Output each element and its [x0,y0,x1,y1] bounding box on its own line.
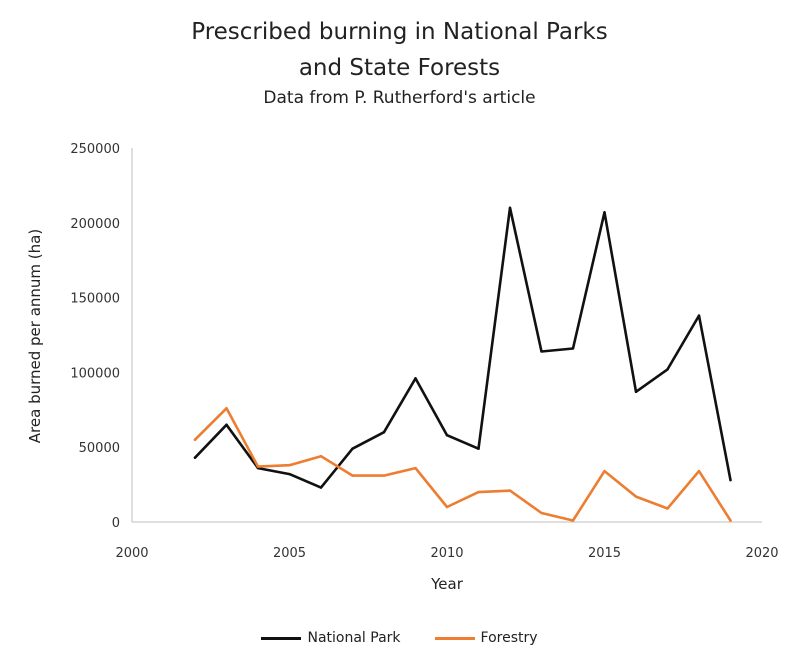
data-point-national-park [193,456,197,459]
chart-series [193,206,732,522]
data-point-national-park [288,472,291,476]
data-point-national-park [319,486,323,489]
data-point-national-park [634,390,638,394]
series-line-national-park [193,206,732,489]
data-point-forestry [634,495,638,498]
data-point-forestry [445,505,449,509]
data-point-national-park [697,314,701,317]
x-axis-title: Year [430,575,464,593]
data-point-forestry [225,407,228,410]
x-tick-label: 2020 [745,546,778,561]
data-point-forestry [508,489,512,492]
y-tick-label: 150000 [70,292,120,307]
data-point-national-park [477,447,480,450]
data-point-forestry [540,511,543,515]
data-point-forestry [729,519,732,522]
data-point-forestry [666,507,669,510]
chart-title-line-1: Prescribed burning in National Parks [191,19,608,45]
data-point-national-park [382,431,386,434]
chart-subtitle: Data from P. Rutherford's article [263,88,536,108]
legend-swatch-national-park [261,636,302,640]
x-tick-label: 2015 [588,546,621,561]
data-point-national-park [508,206,512,210]
data-point-forestry [288,463,291,467]
data-point-national-park [225,423,228,426]
chart-title-line-2: and State Forests [298,55,501,81]
data-point-national-park [603,211,606,214]
data-point-national-park [414,377,417,380]
data-point-national-park [445,434,449,437]
y-tick-label: 100000 [70,366,120,381]
data-point-forestry [256,465,260,468]
data-point-national-park [540,350,543,353]
x-tick-label: 2005 [273,546,306,561]
legend-swatch-forestry [434,636,475,640]
y-axis-title: Area burned per annum (ha) [26,229,44,443]
data-point-forestry [382,474,386,477]
legend-label-national-park: National Park [307,630,401,646]
y-tick-label: 0 [112,516,120,531]
legend-label-forestry: Forestry [480,630,538,646]
data-point-national-park [666,368,669,371]
x-tick-label: 2000 [115,546,148,561]
chart-axes [131,148,762,523]
data-point-forestry [477,490,480,494]
chart-title: Prescribed burning in National Parks and… [0,14,799,86]
data-point-forestry [414,466,417,470]
x-tick-label: 2010 [430,546,463,561]
y-tick-label: 250000 [70,142,120,157]
data-point-forestry [603,469,606,473]
data-point-forestry [571,519,575,522]
data-point-forestry [193,438,197,441]
y-tick-label: 200000 [70,217,120,232]
legend-item-national-park: National Park [261,630,401,646]
legend-item-forestry: Forestry [434,630,538,646]
series-line-forestry [193,406,732,522]
y-tick-label: 50000 [79,441,120,456]
chart-ticks: 2000 2005 2010 2015 2020 0 50000 100000 150000 20… [70,142,778,561]
chart-legend: National Park Forestry [0,630,799,646]
data-point-national-park [729,478,732,482]
data-point-forestry [319,454,323,458]
data-point-national-park [351,447,354,450]
data-point-forestry [351,474,354,477]
data-point-national-park [571,347,575,350]
data-point-forestry [697,469,701,473]
